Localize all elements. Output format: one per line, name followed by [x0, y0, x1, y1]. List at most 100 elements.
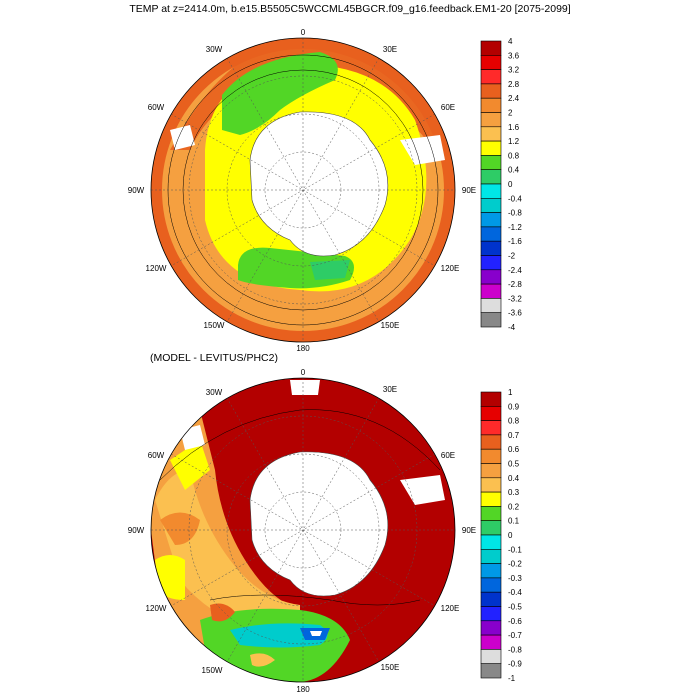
- top-colorbar-swatch: [480, 83, 502, 99]
- bottom-colorbar-swatch: [480, 463, 502, 479]
- top-colorbar-swatch: [480, 40, 502, 56]
- bottom-colorbar-tick-label: 0.4: [508, 474, 520, 483]
- bottom-colorbar-tick-label: 0.3: [508, 488, 520, 497]
- bottom-colorbar-swatch: [480, 563, 502, 579]
- lon-label-90w-b: 90W: [128, 526, 145, 535]
- top-colorbar-tick-label: 3.6: [508, 51, 520, 60]
- lon-label-60w-b: 60W: [148, 451, 165, 460]
- top-colorbar-tick-label: -0.4: [508, 194, 522, 203]
- top-colorbar-swatch: [480, 212, 502, 228]
- bottom-colorbar-tick-label: -0.9: [508, 660, 522, 669]
- bottom-colorbar-tick-label: -0.7: [508, 631, 522, 640]
- top-colorbar-tick-label: 2.8: [508, 80, 520, 89]
- lon-label-150e-b: 150E: [381, 663, 400, 672]
- top-colorbar-tick-label: -3.2: [508, 294, 522, 303]
- difference-subtitle: (MODEL - LEVITUS/PHC2): [150, 352, 278, 364]
- bottom-colorbar-tick-label: -0.2: [508, 560, 522, 569]
- lon-label-120e: 120E: [441, 264, 460, 273]
- bottom-colorbar-swatch: [480, 506, 502, 521]
- top-polar-map: [150, 37, 456, 343]
- top-colorbar-swatch: [480, 198, 502, 213]
- top-colorbar-swatch: [480, 283, 502, 299]
- bottom-colorbar-tick-label: 0.5: [508, 460, 520, 469]
- bottom-colorbar-swatch: [480, 548, 502, 564]
- top-colorbar-tick-label: -1.6: [508, 237, 522, 246]
- top-colorbar-swatch: [480, 298, 502, 313]
- top-colorbar-swatch: [480, 269, 502, 285]
- bottom-colorbar-swatch: [480, 634, 502, 650]
- map-title: TEMP at z=2414.0m, b.e15.B5505C5WCCML45B…: [129, 3, 570, 15]
- top-colorbar-swatch: [480, 140, 502, 156]
- top-colorbar-swatch: [480, 69, 502, 85]
- top-colorbar-swatch: [480, 312, 502, 328]
- top-colorbar-swatch: [480, 169, 502, 185]
- bottom-colorbar-tick-label: 0.7: [508, 431, 520, 440]
- top-colorbar-swatch: [480, 240, 502, 256]
- top-colorbar: 4 3.6 3.2 2.8 2.4 2 1.6 1.2 0.8 0.4 0 -0.4 -0.8 -1.2 -…: [480, 37, 522, 332]
- top-colorbar-tick-label: -1.2: [508, 223, 522, 232]
- bottom-colorbar-swatch: [480, 649, 502, 665]
- lon-label-120w: 120W: [146, 264, 167, 273]
- bottom-colorbar-tick-label: 0.6: [508, 445, 520, 454]
- top-colorbar-tick-label: -3.6: [508, 309, 522, 318]
- lon-label-120e-b: 120E: [441, 604, 460, 613]
- bottom-colorbar-tick-label: 1: [508, 388, 513, 397]
- top-colorbar-tick-label: -0.8: [508, 209, 522, 218]
- bottom-colorbar-swatch: [480, 448, 502, 464]
- top-colorbar-tick-label: 2: [508, 109, 513, 118]
- bottom-colorbar-tick-label: 0.2: [508, 502, 520, 511]
- top-colorbar-tick-label: 1.6: [508, 123, 520, 132]
- bottom-colorbar-tick-label: -0.1: [508, 545, 522, 554]
- lon-label-60e-b: 60E: [441, 451, 455, 460]
- lon-label-90e-b: 90E: [462, 526, 476, 535]
- lon-label-0-b: 0: [301, 368, 306, 377]
- lon-label-90w: 90W: [128, 186, 145, 195]
- bottom-colorbar-swatch: [480, 520, 502, 536]
- lon-label-150e: 150E: [381, 321, 400, 330]
- top-colorbar-swatch: [480, 155, 502, 170]
- lon-label-30w-b: 30W: [206, 388, 223, 397]
- bottom-colorbar-tick-label: -0.3: [508, 574, 522, 583]
- top-colorbar-tick-label: 2.4: [508, 94, 520, 103]
- bottom-colorbar-swatch: [480, 534, 502, 550]
- lon-label-30w: 30W: [206, 45, 223, 54]
- bottom-colorbar-swatch: [480, 591, 502, 607]
- top-colorbar-tick-label: -2: [508, 252, 516, 261]
- top-colorbar-tick-label: 4: [508, 37, 513, 46]
- lon-label-180-b: 180: [296, 685, 310, 694]
- top-colorbar-tick-label: -2.8: [508, 280, 522, 289]
- lon-label-0: 0: [301, 28, 306, 37]
- top-colorbar-swatch: [480, 126, 502, 142]
- top-colorbar-tick-label: 0.8: [508, 151, 520, 160]
- bottom-colorbar-tick-label: -0.8: [508, 645, 522, 654]
- bottom-colorbar-swatch: [480, 420, 502, 436]
- bottom-colorbar-swatch: [480, 663, 502, 679]
- top-colorbar-tick-label: -2.4: [508, 266, 522, 275]
- bottom-colorbar-tick-label: -0.5: [508, 603, 522, 612]
- top-colorbar-swatch: [480, 255, 502, 271]
- lon-label-90e: 90E: [462, 186, 476, 195]
- lon-label-120w-b: 120W: [146, 604, 167, 613]
- bottom-colorbar-tick-label: -0.6: [508, 617, 522, 626]
- lon-label-180: 180: [296, 344, 310, 353]
- bottom-colorbar-swatch: [480, 434, 502, 450]
- top-colorbar-swatch: [480, 183, 502, 199]
- bottom-colorbar-swatch: [480, 606, 502, 622]
- top-colorbar-tick-label: 0: [508, 180, 513, 189]
- top-colorbar-swatch: [480, 54, 502, 70]
- top-colorbar-tick-label: 1.2: [508, 137, 520, 146]
- bottom-colorbar-swatch: [480, 577, 502, 593]
- bottom-colorbar: 1 0.9 0.8 0.7 0.6 0.5 0.4 0.3 0.2 0.1 0 -0.1 -0.2 -0.…: [480, 388, 522, 683]
- lon-label-30e-b: 30E: [383, 385, 397, 394]
- top-colorbar-swatch: [480, 112, 502, 128]
- bottom-colorbar-swatch: [480, 477, 502, 493]
- top-colorbar-tick-label: 0.4: [508, 166, 520, 175]
- top-colorbar-swatch: [480, 226, 502, 242]
- lon-label-150w-b: 150W: [202, 666, 223, 675]
- bottom-colorbar-tick-label: 0: [508, 531, 513, 540]
- top-longitude-labels: 0 30E 60E 90E 120E 150E 180 150W 120W 90…: [128, 28, 476, 353]
- top-colorbar-tick-label: -4: [508, 323, 516, 332]
- bottom-colorbar-tick-label: 0.1: [508, 517, 520, 526]
- bottom-colorbar-swatch: [480, 405, 502, 421]
